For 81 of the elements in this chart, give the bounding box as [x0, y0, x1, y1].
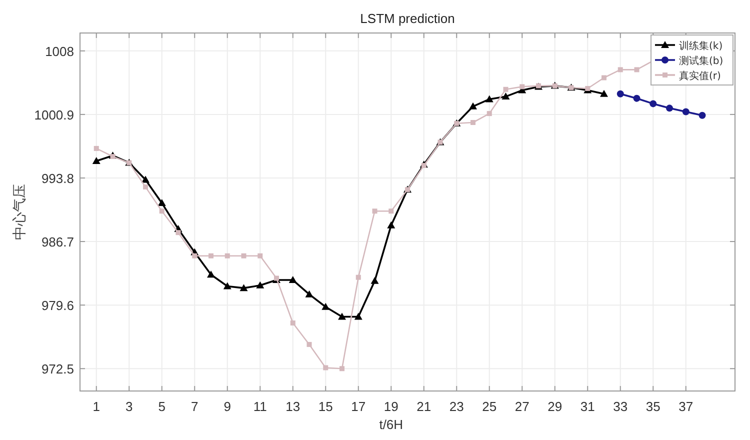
point — [356, 274, 361, 280]
point — [600, 90, 608, 97]
x-tick-label: 9 — [224, 399, 231, 414]
point — [486, 111, 492, 116]
x-tick-label: 37 — [678, 399, 694, 414]
point — [223, 282, 232, 290]
point — [240, 284, 248, 292]
legend-label: 训练集(k) — [679, 40, 723, 52]
x-tick-label: 19 — [384, 399, 398, 414]
point — [176, 230, 181, 236]
x-tick-label: 17 — [351, 399, 366, 414]
point — [372, 208, 378, 214]
y-tick-label: 979.6 — [41, 298, 74, 314]
point — [322, 302, 330, 310]
y-tick-label: 972.5 — [41, 362, 74, 377]
point — [502, 92, 510, 100]
point — [340, 366, 344, 372]
x-tick-label: 23 — [449, 399, 464, 414]
point — [634, 67, 640, 72]
point — [288, 276, 297, 284]
point — [469, 102, 477, 110]
point — [387, 221, 396, 228]
point — [616, 90, 624, 98]
point — [470, 120, 476, 125]
point — [143, 184, 148, 190]
point — [110, 154, 116, 160]
chart-title: LSTM prediction — [360, 11, 455, 26]
x-tick-label: 5 — [158, 399, 166, 414]
legend-label: 测试集(b) — [679, 55, 724, 67]
point — [158, 199, 166, 206]
x-tick-label: 27 — [514, 399, 530, 414]
point — [224, 253, 230, 258]
point — [388, 208, 394, 214]
point — [208, 253, 214, 258]
point — [633, 94, 640, 102]
x-tick-label: 33 — [613, 399, 628, 414]
point — [698, 112, 706, 119]
point — [258, 253, 263, 258]
y-tick-label: 986.7 — [41, 234, 74, 250]
point — [306, 342, 312, 347]
y-tick-label: 1008 — [45, 44, 74, 59]
point — [682, 108, 690, 116]
x-tick-label: 29 — [548, 399, 562, 414]
point — [323, 365, 328, 370]
point — [618, 67, 623, 72]
point — [338, 312, 346, 320]
x-tick-label: 13 — [286, 399, 300, 414]
point — [207, 270, 215, 278]
point — [142, 176, 150, 183]
point — [290, 320, 296, 326]
point — [666, 104, 673, 112]
point — [94, 146, 99, 151]
point — [602, 75, 606, 80]
y-tick-label: 1000.9 — [34, 107, 74, 122]
x-tick-label: 1 — [92, 399, 100, 414]
point — [354, 312, 362, 320]
y-axis-title: 中心气压 — [12, 184, 28, 240]
point — [256, 281, 264, 288]
point — [585, 86, 590, 91]
x-axis-title: t/6H — [379, 417, 404, 432]
point — [92, 156, 100, 164]
x-tick-label: 11 — [253, 399, 267, 414]
point — [192, 253, 198, 258]
legend-label: 真实值(r) — [679, 70, 722, 82]
x-tick-label: 25 — [482, 399, 497, 414]
point — [241, 253, 246, 258]
point — [650, 100, 657, 108]
x-tick-label: 31 — [580, 399, 595, 414]
point — [485, 95, 494, 102]
point — [274, 276, 279, 281]
point — [159, 208, 164, 214]
x-tick-label: 35 — [646, 399, 660, 414]
point — [503, 86, 508, 92]
point — [305, 290, 314, 298]
y-tick-label: 993.8 — [41, 170, 74, 186]
point — [520, 84, 525, 90]
x-tick-label: 21 — [416, 399, 432, 414]
x-tick-label: 7 — [191, 399, 198, 414]
x-tick-label: 3 — [126, 399, 133, 414]
x-tick-label: 15 — [318, 399, 333, 414]
point — [370, 276, 379, 284]
